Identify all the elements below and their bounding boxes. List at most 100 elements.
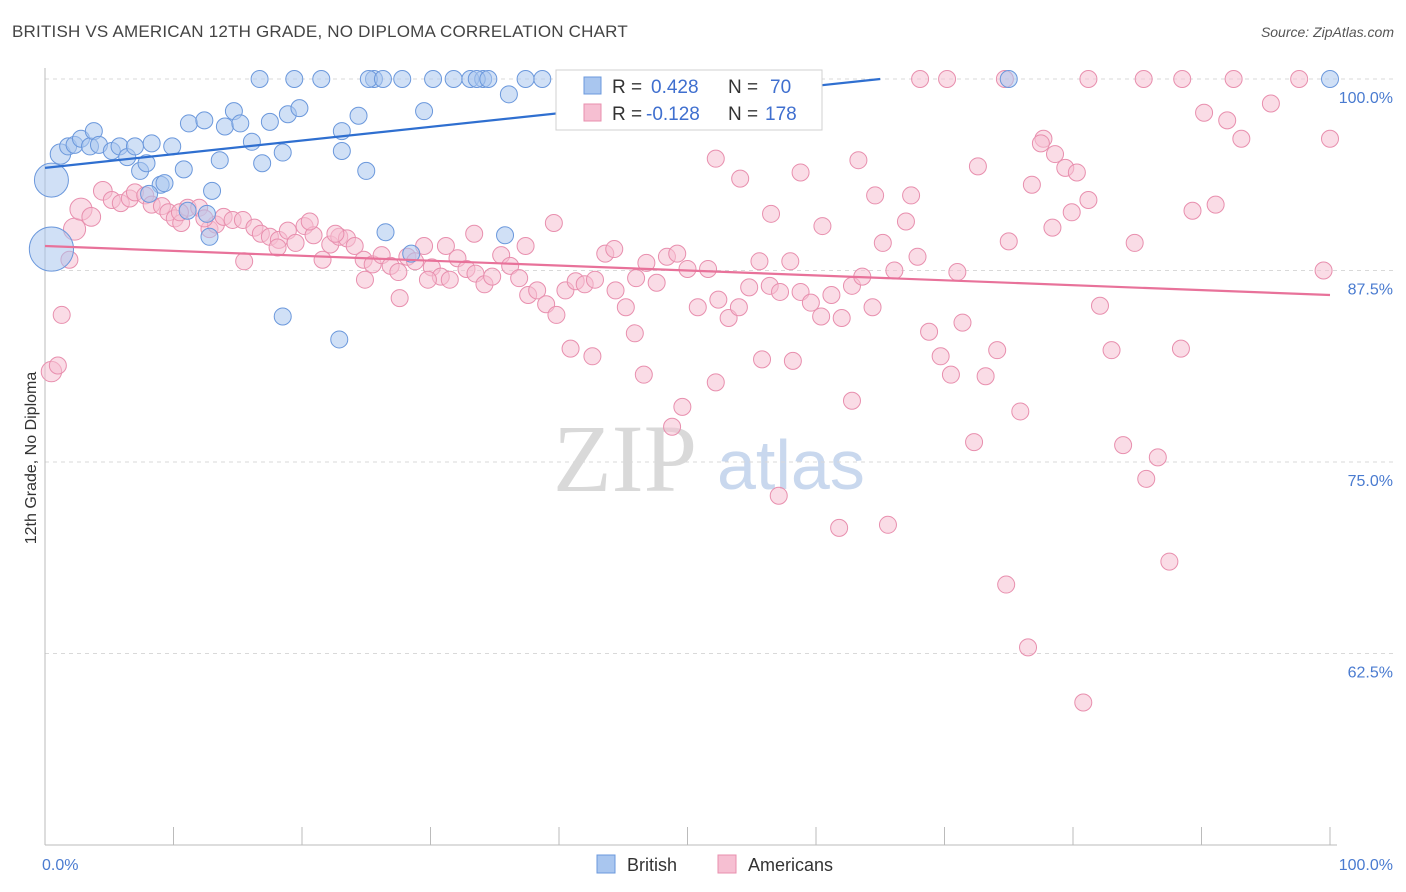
americans-point [605, 240, 624, 259]
americans-point [418, 270, 437, 289]
americans-point [678, 259, 697, 278]
americans-point [1173, 70, 1192, 88]
british-point [28, 226, 75, 272]
legend-british-label: British [627, 855, 677, 875]
british-point [312, 70, 331, 88]
americans-point [390, 289, 409, 308]
americans-point [709, 290, 728, 309]
americans-point [585, 270, 604, 289]
british-point [197, 204, 216, 223]
americans-point [1046, 145, 1065, 164]
americans-point [1125, 233, 1144, 252]
americans-point [389, 263, 408, 282]
americans-point [771, 282, 790, 301]
americans-point [688, 298, 707, 317]
british-point [330, 330, 349, 349]
chart-title: BRITISH VS AMERICAN 12TH GRADE, NO DIPLO… [12, 22, 628, 41]
americans-point [436, 236, 455, 255]
americans-point [842, 391, 861, 410]
americans-point [938, 70, 957, 88]
americans-point [1148, 448, 1167, 467]
stats-americans-swatch [583, 103, 602, 122]
americans-point [1290, 70, 1309, 88]
british-point [273, 143, 292, 162]
british-point [163, 137, 182, 156]
americans-point [48, 356, 67, 375]
americans-point [1022, 175, 1041, 194]
americans-point [1102, 341, 1121, 360]
stats-americans-r-label: R = [612, 104, 642, 125]
americans-point [965, 433, 984, 452]
americans-point [1062, 203, 1081, 222]
stats-legend: R = 0.428 N = 70 R = -0.128 N = 178 [555, 69, 823, 131]
americans-point [849, 151, 868, 170]
stats-british-r-label: R = [612, 77, 642, 98]
x-tick-label-min: 0.0% [42, 857, 78, 874]
americans-point [1206, 195, 1225, 214]
british-point [210, 151, 229, 170]
americans-point [976, 367, 995, 386]
americans-point [822, 286, 841, 305]
americans-point [616, 298, 635, 317]
americans-point [1074, 693, 1093, 712]
americans-point [953, 313, 972, 332]
americans-point [313, 250, 332, 269]
british-point [250, 70, 269, 88]
axes [44, 68, 1337, 846]
americans-point [300, 212, 319, 231]
americans-point [762, 204, 781, 223]
british-point [155, 174, 174, 193]
americans-point [911, 70, 930, 88]
americans-point [729, 298, 748, 317]
americans-point [1171, 339, 1190, 358]
americans-point [501, 256, 520, 275]
stats-british-n: 70 [770, 77, 791, 98]
british-point [349, 106, 368, 125]
americans-point [783, 351, 802, 370]
americans-point [896, 212, 915, 231]
british-point [242, 132, 261, 151]
watermark: ZIP atlas [553, 405, 865, 512]
americans-point [813, 217, 832, 236]
stats-americans-r: -0.128 [646, 104, 700, 125]
british-point [140, 184, 159, 203]
americans-point [931, 347, 950, 366]
americans-point [753, 350, 772, 369]
british-point [273, 307, 292, 326]
british-point [424, 70, 443, 88]
americans-point [706, 373, 725, 392]
americans-point [544, 214, 563, 233]
americans-point [1218, 111, 1237, 130]
americans-point [1019, 638, 1038, 657]
british-point [357, 161, 376, 180]
americans-point [1067, 163, 1086, 182]
americans-point [902, 186, 921, 205]
americans-point [873, 233, 892, 252]
americans-point [885, 261, 904, 280]
americans-point [606, 281, 625, 300]
british-point [203, 181, 222, 200]
stats-british-swatch [583, 76, 602, 95]
british-point [179, 114, 198, 133]
americans-point [866, 186, 885, 205]
y-axis-title: 12th Grade, No Diploma [23, 372, 40, 545]
bottom-legend: British Americans [596, 854, 833, 875]
americans-point [699, 259, 718, 278]
americans-point [1232, 129, 1251, 148]
americans-point [750, 252, 769, 271]
americans-point [625, 324, 644, 343]
americans-point [673, 397, 692, 416]
y-tick-label: 87.5% [1348, 282, 1393, 299]
americans-point [286, 233, 305, 252]
americans-point [948, 263, 967, 282]
americans-point [791, 163, 810, 182]
americans-point [1224, 70, 1243, 88]
british-point [376, 223, 395, 242]
british-point [373, 70, 392, 88]
americans-trend-line [44, 244, 1331, 297]
british-point [125, 137, 144, 156]
americans-point [706, 149, 725, 168]
british-point [137, 154, 156, 173]
americans-point [908, 247, 927, 266]
